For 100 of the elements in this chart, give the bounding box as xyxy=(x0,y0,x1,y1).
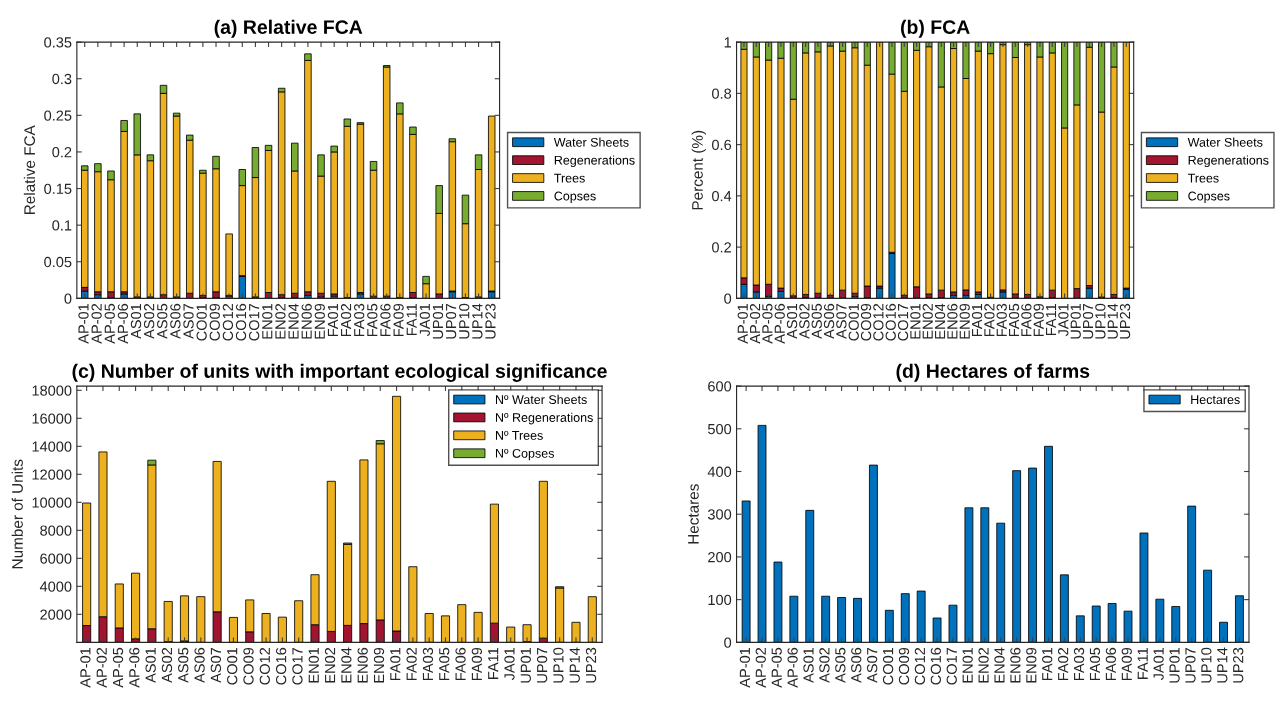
legend-label: Nº Water Sheets xyxy=(495,394,587,405)
x-tick-label: AP-05 xyxy=(104,303,115,344)
x-tick-label: AS06 xyxy=(194,647,205,683)
legend-label: Water Sheets xyxy=(1187,137,1263,147)
y-tick-label: 0 xyxy=(64,293,72,304)
x-tick-label: AS07 xyxy=(836,303,847,339)
y-tick-label: 4000 xyxy=(39,581,72,592)
x-tick-label: AP-06 xyxy=(129,647,140,688)
x-tick-label: AP-02 xyxy=(91,303,102,344)
x-tick-label: UP10 xyxy=(1095,303,1106,339)
x-tick-label: FA03 xyxy=(354,303,365,337)
x-tick-label: FA11 xyxy=(406,303,417,335)
x-tick-label: UP01 xyxy=(1070,303,1081,339)
y-tick-label: 8000 xyxy=(40,525,72,536)
legend-label: Hectares xyxy=(1191,395,1240,405)
y-tick-label: 0.3 xyxy=(52,73,72,85)
x-tick-label: UP01 xyxy=(1169,647,1180,683)
legend-label: Trees xyxy=(1187,173,1219,183)
x-tick-label: AP-01 xyxy=(737,303,748,344)
x-tick-label: UP23 xyxy=(485,303,496,339)
x-tick-label: FA02 xyxy=(1057,647,1069,681)
y-tick-label: 0.4 xyxy=(712,190,732,202)
x-tick-label: CO16 xyxy=(275,647,287,685)
x-tick-label: AS05 xyxy=(178,647,189,683)
x-tick-label: AS06 xyxy=(170,303,181,339)
x-tick-label: UP07 xyxy=(1082,303,1094,339)
x-tick-label: AS02 xyxy=(143,303,155,339)
x-tick-label: FA01 xyxy=(327,303,339,337)
x-tick-label: CO17 xyxy=(292,647,303,685)
x-tick-label: AS07 xyxy=(210,647,222,683)
legend-label: Nº Trees xyxy=(495,430,543,440)
x-tick-label: CO01 xyxy=(196,303,207,341)
y-tick-label: 12000 xyxy=(32,469,72,480)
y-axis-title: Hectares xyxy=(688,484,699,544)
x-tick-label: UP10 xyxy=(553,647,564,683)
x-tick-label: UP14 xyxy=(569,647,580,683)
x-tick-label: AP-05 xyxy=(771,647,782,688)
x-tick-label: JA01 xyxy=(419,303,430,337)
x-tick-label: EN06 xyxy=(1010,647,1021,683)
y-tick-label: 0.35 xyxy=(44,37,72,48)
x-tick-label: AS02 xyxy=(161,647,173,683)
x-tick-label: AP-05 xyxy=(762,303,773,344)
y-tick-label: 1 xyxy=(724,37,731,48)
y-tick-label: 400 xyxy=(707,466,732,477)
y-tick-label: 10000 xyxy=(32,497,72,508)
x-tick-label: CO09 xyxy=(209,303,220,341)
x-tick-label: EN06 xyxy=(301,303,312,339)
y-tick-label: 0 xyxy=(724,637,732,648)
x-tick-label: EN09 xyxy=(373,647,385,683)
chart-title: (b) FCA xyxy=(901,19,970,38)
x-tick-label: UP14 xyxy=(1217,647,1228,683)
x-tick-label: AS01 xyxy=(145,647,156,683)
y-tick-label: 0.1 xyxy=(52,220,72,231)
x-tick-label: CO01 xyxy=(848,303,859,341)
x-tick-label: AP-05 xyxy=(112,647,124,688)
x-tick-label: CO16 xyxy=(235,303,247,341)
x-tick-label: UP23 xyxy=(1233,647,1244,683)
x-tick-label: CO12 xyxy=(222,303,234,341)
x-tick-label: AP-02 xyxy=(755,647,766,688)
legend-label: Regenerations xyxy=(1188,155,1269,168)
y-axis-title: Number of Units xyxy=(11,459,23,569)
x-tick-label: UP07 xyxy=(536,647,548,683)
x-tick-label: EN02 xyxy=(324,647,336,683)
y-tick-label: 0.8 xyxy=(712,88,732,99)
x-tick-label: FA02 xyxy=(406,647,417,681)
x-tick-label: FA06 xyxy=(1021,303,1032,337)
y-tick-label: 0 xyxy=(724,293,732,304)
x-tick-label: CO16 xyxy=(885,303,896,341)
x-tick-label: EN04 xyxy=(994,647,1005,683)
legend-label: Regenerations xyxy=(554,155,635,168)
x-tick-label: AS05 xyxy=(157,303,168,339)
x-tick-label: FA11 xyxy=(488,647,499,679)
x-tick-label: UP01 xyxy=(520,647,531,683)
x-tick-label: JA01 xyxy=(1153,647,1164,681)
x-tick-label: FA09 xyxy=(1033,303,1044,337)
x-tick-label: EN09 xyxy=(1026,647,1037,683)
x-tick-label: EN04 xyxy=(288,303,299,339)
x-tick-label: CO12 xyxy=(873,303,884,341)
x-tick-label: EN06 xyxy=(947,303,958,339)
x-tick-label: FA06 xyxy=(1105,647,1117,681)
x-tick-label: CO12 xyxy=(914,647,926,685)
x-tick-label: CO16 xyxy=(930,647,941,685)
x-tick-label: FA05 xyxy=(1089,647,1101,681)
x-tick-label: CO09 xyxy=(860,303,872,341)
x-tick-label: AS05 xyxy=(811,303,822,339)
x-tick-label: UP07 xyxy=(1185,647,1196,683)
x-tick-label: FA09 xyxy=(471,647,483,681)
x-tick-label: AP-01 xyxy=(78,303,89,344)
x-tick-label: JA01 xyxy=(504,647,515,681)
x-tick-label: EN02 xyxy=(978,647,989,683)
x-tick-label: CO01 xyxy=(227,647,238,685)
x-tick-label: AP-02 xyxy=(749,303,761,344)
x-tick-label: UP01 xyxy=(432,303,444,339)
x-tick-label: FA11 xyxy=(1137,647,1148,679)
x-tick-label: FA09 xyxy=(393,303,404,337)
legend-label: Trees xyxy=(554,173,585,183)
x-tick-label: CO17 xyxy=(897,303,909,341)
x-tick-label: CO12 xyxy=(259,647,270,685)
y-tick-label: 0.05 xyxy=(44,256,72,268)
legend-label: Copses xyxy=(1188,191,1230,203)
